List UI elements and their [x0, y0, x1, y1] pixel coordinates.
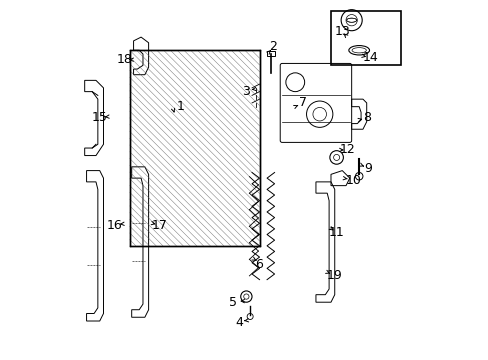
Text: 19: 19 — [326, 269, 342, 282]
Text: 4: 4 — [234, 316, 243, 329]
Text: 10: 10 — [345, 174, 361, 186]
Bar — [330, 11, 400, 65]
Text: 12: 12 — [339, 143, 355, 156]
Text: 15: 15 — [92, 112, 107, 125]
Text: 11: 11 — [328, 226, 344, 239]
Text: 2: 2 — [268, 40, 276, 53]
Text: 7: 7 — [298, 96, 306, 109]
Text: 3: 3 — [242, 85, 250, 98]
Text: 18: 18 — [116, 53, 132, 66]
Text: 6: 6 — [255, 258, 263, 271]
Text: 14: 14 — [362, 51, 378, 64]
Text: 5: 5 — [229, 296, 237, 309]
Text: 17: 17 — [152, 219, 167, 231]
Bar — [266, 51, 274, 56]
Text: 9: 9 — [364, 162, 372, 175]
Text: 13: 13 — [334, 25, 349, 38]
Text: 1: 1 — [176, 100, 184, 113]
Text: 16: 16 — [107, 219, 122, 231]
Text: 8: 8 — [362, 112, 370, 125]
